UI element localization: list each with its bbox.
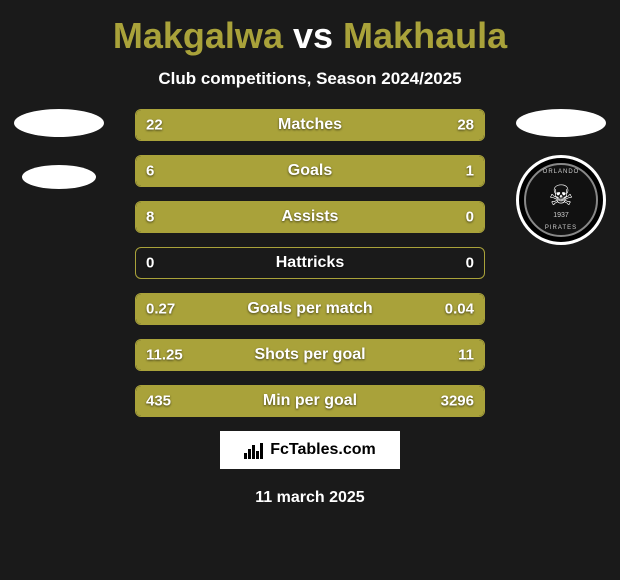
club-name-top: ORLANDO [543,169,580,175]
stat-row: 4353296Min per goal [135,385,485,417]
page-title: Makgalwa vs Makhaula [0,15,620,57]
skull-crossbones-icon: ☠ [548,182,573,210]
stat-label: Shots per goal [136,346,484,364]
left-team-badge [14,109,104,189]
stat-label: Min per goal [136,392,484,410]
site-logo: FcTables.com [220,431,400,469]
stat-label: Hattricks [136,254,484,272]
content-area: ORLANDO ☠ 1937 PIRATES 2228Matches 61Goal… [0,109,620,417]
right-team-badge: ORLANDO ☠ 1937 PIRATES [516,109,606,245]
placeholder-oval-icon [516,109,606,137]
stat-row: 80Assists [135,201,485,233]
vs-text: vs [293,15,333,56]
placeholder-oval-icon [14,109,104,137]
player1-name: Makgalwa [113,15,283,56]
club-year: 1937 [553,212,569,219]
club-logo-inner: ORLANDO ☠ 1937 PIRATES [524,163,598,237]
stat-label: Goals [136,162,484,180]
stat-label: Assists [136,208,484,226]
comparison-bars: 2228Matches 61Goals 80Assists 00Hattricks 0.… [135,109,485,417]
comparison-infographic: Makgalwa vs Makhaula Club competitions, … [0,0,620,580]
club-logo: ORLANDO ☠ 1937 PIRATES [516,155,606,245]
stat-row: 00Hattricks [135,247,485,279]
club-name-bottom: PIRATES [545,225,577,231]
subtitle: Club competitions, Season 2024/2025 [0,69,620,89]
stat-row: 2228Matches [135,109,485,141]
stat-row: 11.2511Shots per goal [135,339,485,371]
stat-row: 61Goals [135,155,485,187]
stat-label: Goals per match [136,300,484,318]
stat-row: 0.270.04Goals per match [135,293,485,325]
bar-chart-icon [244,441,264,459]
placeholder-oval-icon [22,165,96,189]
stat-label: Matches [136,116,484,134]
date-text: 11 march 2025 [0,489,620,507]
site-label: FcTables.com [270,441,376,459]
player2-name: Makhaula [343,15,507,56]
